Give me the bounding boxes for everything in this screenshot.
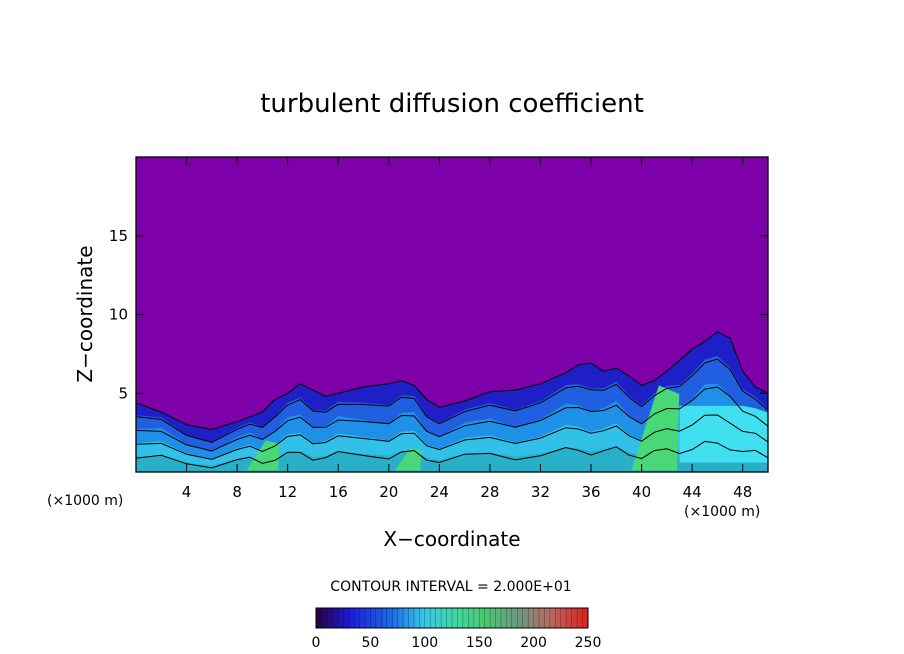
contour-interval-label: CONTOUR INTERVAL = 2.000E+01 xyxy=(330,579,571,595)
contour-line xyxy=(136,358,768,443)
x-tick-label: 8 xyxy=(232,483,242,501)
colorbar-tick-label: 250 xyxy=(575,635,602,651)
contour-line xyxy=(136,386,768,452)
x-tick-label: 32 xyxy=(531,483,550,501)
chart-title: turbulent diffusion coefficient xyxy=(260,89,644,119)
colorbar-tick-label: 50 xyxy=(361,635,379,651)
x-tick-label: 44 xyxy=(683,483,702,501)
contour-line xyxy=(136,440,768,469)
y-tick-label: 15 xyxy=(109,227,128,245)
field-plume xyxy=(246,440,280,471)
field-band-high xyxy=(136,440,768,472)
x-axis-title: X−coordinate xyxy=(383,527,520,551)
colorbar-frame xyxy=(315,607,589,629)
y-tick-label: 10 xyxy=(109,306,128,324)
x-tick-label: 28 xyxy=(480,483,499,501)
colorbar-tick-labels: 0 50 100 150 200 250 xyxy=(312,635,602,651)
colorbar-tick-label: 0 xyxy=(312,635,321,651)
y-tick-label: 5 xyxy=(118,384,128,402)
x-tick-label: 36 xyxy=(581,483,600,501)
x-tick-label: 48 xyxy=(733,483,752,501)
y-axis-ticks: 5 10 15 xyxy=(109,227,768,402)
x-tick-label: 4 xyxy=(182,483,192,501)
colorbar-tick-label: 150 xyxy=(466,635,493,651)
x-axis-unit-right: (×1000 m) xyxy=(684,504,760,520)
x-tick-label: 12 xyxy=(278,483,297,501)
x-tick-label: 20 xyxy=(379,483,398,501)
contour-line xyxy=(136,414,768,460)
x-tick-label: 40 xyxy=(632,483,651,501)
colorbar: 0 50 100 150 200 250 xyxy=(312,607,602,651)
field-plume xyxy=(395,448,422,471)
colorbar-tick-label: 100 xyxy=(411,635,438,651)
x-tick-label: 16 xyxy=(329,483,348,501)
field-band-peak-right xyxy=(679,405,768,463)
x-axis-unit-left: (×1000 m) xyxy=(47,493,123,509)
colorbar-tick-label: 200 xyxy=(520,635,547,651)
contour-line xyxy=(136,331,768,431)
x-tick-label: 24 xyxy=(430,483,449,501)
x-axis-ticks: 4 8 12 16 20 24 28 32 36 40 44 48 xyxy=(182,157,752,501)
y-axis-title: Z−coordinate xyxy=(73,245,97,382)
turbulence-field xyxy=(136,331,768,472)
